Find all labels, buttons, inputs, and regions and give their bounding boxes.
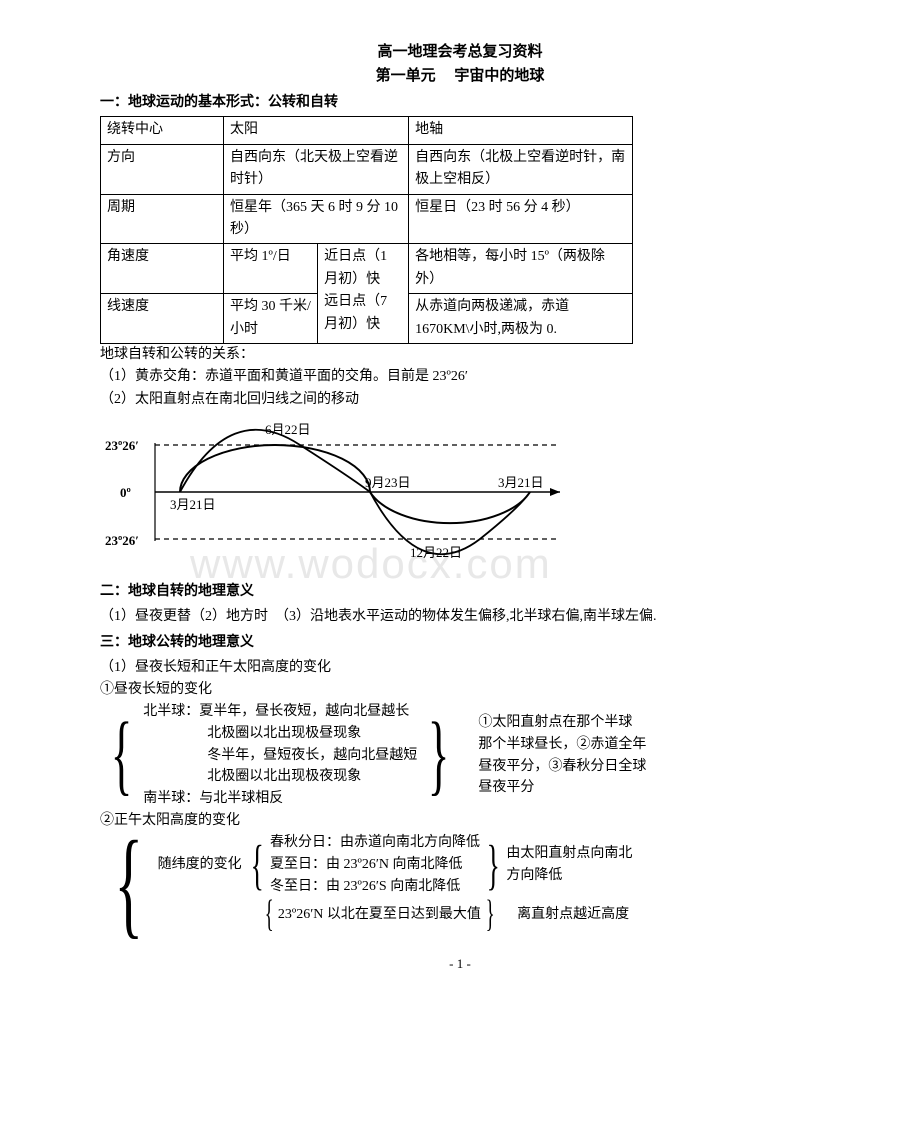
- table-cell: 太阳: [224, 117, 409, 144]
- date-jun22: 6月22日: [265, 422, 311, 437]
- date-sep23: 9月23日: [365, 475, 411, 490]
- lat-label-equator: 0º: [120, 485, 131, 500]
- table-cell: 方向: [101, 144, 224, 194]
- left-brace-icon: {: [264, 897, 273, 931]
- bracket-right-content: ①太阳直射点在那个半球 那个半球昼长，②赤道全年 昼夜平分，③春秋分日全球 昼夜…: [478, 701, 646, 809]
- page-footer: - 1 -: [100, 954, 820, 975]
- section-3-heading: 三：地球公转的地理意义: [100, 632, 820, 654]
- bracket-line: 冬半年，昼短夜长，越向北昼越短: [143, 745, 417, 767]
- lat-label-top: 23º26′: [105, 438, 139, 453]
- unit-number: 第一单元: [376, 68, 436, 84]
- table-row: 角速度 平均 1º/日 近日点（1 月初）快 远日点（7 月初）快 各地相等，每…: [101, 244, 633, 294]
- table-cell: 线速度: [101, 294, 224, 344]
- table-cell: 自西向东（北极上空看逆时针，南极上空相反）: [409, 144, 633, 194]
- table-cell: 自西向东（北天极上空看逆时针）: [224, 144, 409, 194]
- table-cell: 平均 1º/日: [224, 244, 318, 294]
- diagram-svg: 23º26′ 0º 23º26′ 6月22日 3月21日 9月23日 3月21日…: [100, 417, 580, 567]
- section-2-heading: 二：地球自转的地理意义: [100, 581, 820, 603]
- relation-item-2: （2）太阳直射点在南北回归线之间的移动: [100, 389, 820, 411]
- bracket-line: 那个半球昼长，②赤道全年: [478, 734, 646, 756]
- bracket-line: 南半球：与北半球相反: [143, 788, 417, 810]
- table-cell: 恒星年（365 天 6 时 9 分 10 秒）: [224, 194, 409, 244]
- earth-motion-table: 绕转中心 太阳 地轴 方向 自西向东（北天极上空看逆时针） 自西向东（北极上空看…: [100, 116, 633, 344]
- bracket-line: 北极圈以北出现极夜现象: [143, 766, 417, 788]
- doc-title: 高一地理会考总复习资料: [100, 40, 820, 64]
- bracket-line: 方向降低: [506, 865, 632, 887]
- left-brace-icon: {: [250, 832, 263, 897]
- arrow-head-icon: [550, 488, 560, 496]
- bracket-line: 冬至日：由 23º26′S 向南北降低: [270, 876, 480, 898]
- relation-item-1: （1）黄赤交角：赤道平面和黄道平面的交角。目前是 23º26′: [100, 366, 820, 388]
- bracket-right-content: 由太阳直射点向南北 方向降低: [506, 832, 632, 897]
- lat-label-bottom: 23º26′: [105, 533, 139, 548]
- bracket-line: 北极圈以北出现极昼现象: [143, 723, 417, 745]
- right-brace-icon: }: [428, 701, 450, 809]
- table-row: 绕转中心 太阳 地轴: [101, 117, 633, 144]
- outer-left-brace-icon: {: [114, 832, 143, 934]
- sine-lower-arc: [370, 492, 530, 523]
- bracket-line: 昼夜平分，③春秋分日全球: [478, 756, 646, 778]
- bracket-line: 春秋分日：由赤道向南北方向降低: [270, 832, 480, 854]
- date-dec22: 12月22日: [410, 545, 462, 560]
- bracket-line: 昼夜平分: [478, 777, 646, 799]
- unit-subtitle: 第一单元 宇宙中的地球: [100, 64, 820, 88]
- s3-sub-1: ①昼夜长短的变化: [100, 679, 820, 701]
- section-2-text: （1）昼夜更替（2）地方时 （3）沿地表水平运动的物体发生偏移,北半球右偏,南半…: [100, 606, 820, 628]
- table-row: 方向 自西向东（北天极上空看逆时针） 自西向东（北极上空看逆时针，南极上空相反）: [101, 144, 633, 194]
- table-cell: 从赤道向两极递减，赤道1670KM\小时,两极为 0.: [409, 294, 633, 344]
- relation-title: 地球自转和公转的关系：: [100, 344, 820, 366]
- bracket-line: 离直射点越近高度: [517, 904, 629, 926]
- right-brace-icon: }: [487, 832, 500, 897]
- bracket-left-content: 北半球：夏半年，昼长夜短，越向北昼越长 北极圈以北出现极昼现象 冬半年，昼短夜长…: [143, 701, 417, 809]
- section-1-heading: 一：地球运动的基本形式：公转和自转: [100, 92, 820, 114]
- page-wrapper: 高一地理会考总复习资料 第一单元 宇宙中的地球 一：地球运动的基本形式：公转和自…: [100, 40, 820, 975]
- s3-sub-2: ②正午太阳高度的变化: [100, 810, 820, 832]
- bracket-right-content: 离直射点越近高度: [517, 897, 629, 931]
- table-row: 周期 恒星年（365 天 6 时 9 分 10 秒） 恒星日（23 时 56 分…: [101, 194, 633, 244]
- bracket-line: 由太阳直射点向南北: [506, 843, 632, 865]
- table-cell: 平均 30 千米/小时: [224, 294, 318, 344]
- table-cell: 角速度: [101, 244, 224, 294]
- table-cell: 近日点（1 月初）快 远日点（7 月初）快: [318, 244, 409, 344]
- date-mar21-right: 3月21日: [498, 475, 544, 490]
- bracket-left-content: 23º26′N 以北在夏至日达到最大值: [278, 897, 481, 931]
- table-cell: 绕转中心: [101, 117, 224, 144]
- table-cell: 地轴: [409, 117, 633, 144]
- bracket-line: 23º26′N 以北在夏至日达到最大值: [278, 904, 481, 926]
- left-brace-icon: {: [111, 701, 133, 809]
- table-cell: 各地相等，每小时 15º（两极除外）: [409, 244, 633, 294]
- table-cell: 恒星日（23 时 56 分 4 秒）: [409, 194, 633, 244]
- unit-name: 宇宙中的地球: [454, 68, 544, 84]
- s3-item-1: （1）昼夜长短和正午太阳高度的变化: [100, 657, 820, 679]
- bracket-group-1: { 北半球：夏半年，昼长夜短，越向北昼越长 北极圈以北出现极昼现象 冬半年，昼短…: [100, 701, 820, 809]
- bracket-line: ①太阳直射点在那个半球: [478, 712, 646, 734]
- bracket-line: 北半球：夏半年，昼长夜短，越向北昼越长: [143, 701, 417, 723]
- bracket-group-2: { 随纬度的变化 { 春秋分日：由赤道向南北方向降低 夏至日：由 23º26′N…: [100, 832, 820, 934]
- solar-declination-diagram: 23º26′ 0º 23º26′ 6月22日 3月21日 9月23日 3月21日…: [100, 417, 820, 575]
- bracket-left-content: 春秋分日：由赤道向南北方向降低 夏至日：由 23º26′N 向南北降低 冬至日：…: [270, 832, 480, 897]
- bracket-line: 夏至日：由 23º26′N 向南北降低: [270, 854, 480, 876]
- table-cell: 周期: [101, 194, 224, 244]
- date-mar21-left: 3月21日: [170, 497, 216, 512]
- right-brace-icon: }: [485, 897, 494, 931]
- latitude-label: 随纬度的变化: [158, 832, 244, 897]
